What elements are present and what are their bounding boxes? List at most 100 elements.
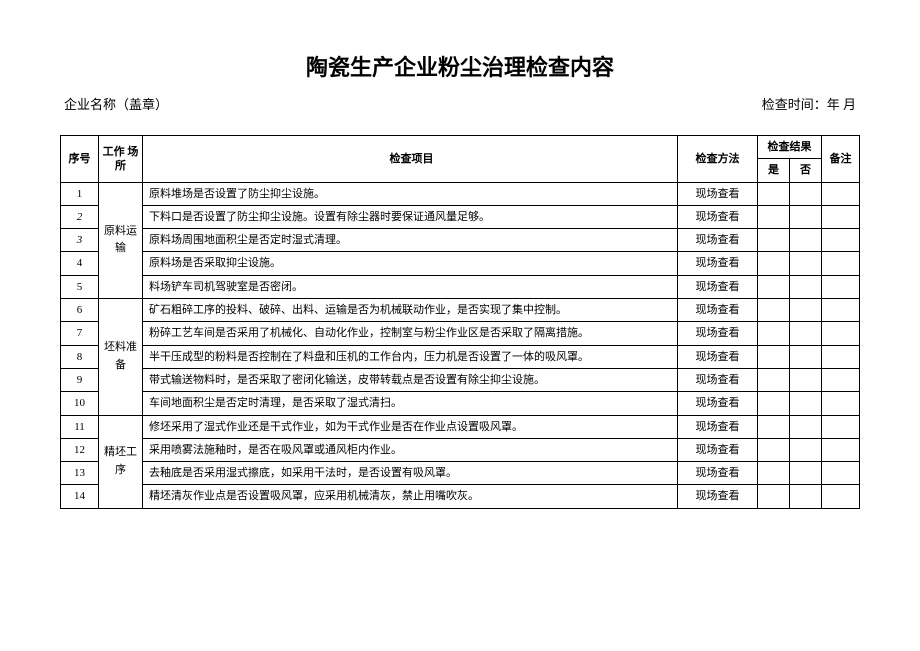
cell-no [790,345,822,368]
cell-item: 车间地面积尘是否定时清理，是否采取了湿式清扫。 [143,392,678,415]
cell-note [822,345,860,368]
cell-method: 现场查看 [678,252,758,275]
cell-no [790,438,822,461]
table-row: 2 下料口是否设置了防尘抑尘设施。设置有除尘器时要保证通风量足够。现场查看 [61,205,860,228]
cell-item: 原料堆场是否设置了防尘抑尘设施。 [143,182,678,205]
cell-no [790,485,822,508]
cell-seq: 5 [61,275,99,298]
cell-note [822,415,860,438]
cell-method: 现场查看 [678,229,758,252]
cell-yes [758,345,790,368]
cell-seq: 1 [61,182,99,205]
cell-item: 精坯清灰作业点是否设置吸风罩，应采用机械清灰，禁止用嘴吹灰。 [143,485,678,508]
cell-seq: 8 [61,345,99,368]
cell-item: 修坯采用了湿式作业还是干式作业，如为干式作业是否在作业点设置吸风罩。 [143,415,678,438]
cell-method: 现场查看 [678,345,758,368]
table-body: 1原料运输原料堆场是否设置了防尘抑尘设施。现场查看2下料口是否设置了防尘抑尘设施… [61,182,860,508]
cell-no [790,299,822,322]
th-seq: 序号 [61,136,99,183]
th-note: 备注 [822,136,860,183]
date-label: 检查时间：年 月 [762,94,856,113]
th-no: 否 [790,159,822,182]
table-row: 14精坯清灰作业点是否设置吸风罩，应采用机械清灰，禁止用嘴吹灰。现场查看 [61,485,860,508]
table-row: 10 车间地面积尘是否定时清理，是否采取了湿式清扫。现场查看 [61,392,860,415]
cell-note [822,299,860,322]
cell-method: 现场查看 [678,275,758,298]
cell-place: 坯料准备 [99,299,143,415]
cell-item: 原料场周围地面积尘是否定时湿式清理。 [143,229,678,252]
cell-method: 现场查看 [678,368,758,391]
cell-item: 料场铲车司机驾驶室是否密闭。 [143,275,678,298]
cell-seq: 6 [61,299,99,322]
cell-yes [758,182,790,205]
cell-no [790,205,822,228]
cell-yes [758,229,790,252]
inspection-table: 序号 工作 场所 检查项目 检查方法 检查结果 备注 是 否 1原料运输原料堆场… [60,135,860,509]
cell-yes [758,252,790,275]
cell-note [822,392,860,415]
cell-yes [758,205,790,228]
cell-note [822,205,860,228]
cell-yes [758,462,790,485]
table-row: 4原料场是否采取抑尘设施。现场查看 [61,252,860,275]
cell-seq: 14 [61,485,99,508]
th-result: 检查结果 [758,136,822,159]
cell-item: 矿石粗碎工序的投料、破碎、出料、运输是否为机械联动作业，是否实现了集中控制。 [143,299,678,322]
cell-no [790,275,822,298]
cell-note [822,485,860,508]
cell-seq: 7 [61,322,99,345]
cell-no [790,182,822,205]
cell-method: 现场查看 [678,182,758,205]
company-label: 企业名称（盖章） [64,94,168,113]
cell-yes [758,415,790,438]
cell-no [790,252,822,275]
cell-yes [758,275,790,298]
cell-item: 下料口是否设置了防尘抑尘设施。设置有除尘器时要保证通风量足够。 [143,205,678,228]
cell-seq: 13 [61,462,99,485]
cell-item: 采用喷雾法施釉时，是否在吸风罩或通风柜内作业。 [143,438,678,461]
table-row: 5 料场铲车司机驾驶室是否密闭。现场查看 [61,275,860,298]
cell-no [790,368,822,391]
cell-method: 现场查看 [678,299,758,322]
cell-method: 现场查看 [678,438,758,461]
cell-yes [758,299,790,322]
cell-note [822,229,860,252]
cell-seq: 2 [61,205,99,228]
cell-yes [758,485,790,508]
cell-yes [758,392,790,415]
cell-method: 现场查看 [678,205,758,228]
table-row: 7 粉碎工艺车间是否采用了机械化、自动化作业，控制室与粉尘作业区是否采取了隔离措施… [61,322,860,345]
cell-note [822,252,860,275]
cell-note [822,182,860,205]
cell-no [790,229,822,252]
table-row: 8 半干压成型的粉料是否控制在了料盘和压机的工作台内，压力机是否设置了一体的吸风罩… [61,345,860,368]
table-row: 11精坯工序修坯采用了湿式作业还是干式作业，如为干式作业是否在作业点设置吸风罩。… [61,415,860,438]
cell-item: 去釉底是否采用湿式擦底，如采用干法时，是否设置有吸风罩。 [143,462,678,485]
table-row: 9带式输送物料时，是否采取了密闭化输送，皮带转载点是否设置有除尘抑尘设施。现场查… [61,368,860,391]
cell-yes [758,322,790,345]
table-row: 6坯料准备矿石粗碎工序的投料、破碎、出料、运输是否为机械联动作业，是否实现了集中… [61,299,860,322]
cell-place: 精坯工序 [99,415,143,508]
th-item: 检查项目 [143,136,678,183]
page-title: 陶瓷生产企业粉尘治理检查内容 [60,50,860,82]
cell-no [790,415,822,438]
cell-method: 现场查看 [678,462,758,485]
cell-item: 粉碎工艺车间是否采用了机械化、自动化作业，控制室与粉尘作业区是否采取了隔离措施。 [143,322,678,345]
th-yes: 是 [758,159,790,182]
cell-seq: 3 [61,229,99,252]
cell-no [790,392,822,415]
cell-note [822,275,860,298]
table-row: 3 原料场周围地面积尘是否定时湿式清理。现场查看 [61,229,860,252]
cell-yes [758,368,790,391]
cell-method: 现场查看 [678,322,758,345]
cell-method: 现场查看 [678,415,758,438]
cell-no [790,322,822,345]
cell-method: 现场查看 [678,392,758,415]
cell-note [822,322,860,345]
th-place: 工作 场所 [99,136,143,183]
cell-seq: 10 [61,392,99,415]
cell-note [822,368,860,391]
cell-yes [758,438,790,461]
cell-note [822,438,860,461]
cell-item: 半干压成型的粉料是否控制在了料盘和压机的工作台内，压力机是否设置了一体的吸风罩。 [143,345,678,368]
